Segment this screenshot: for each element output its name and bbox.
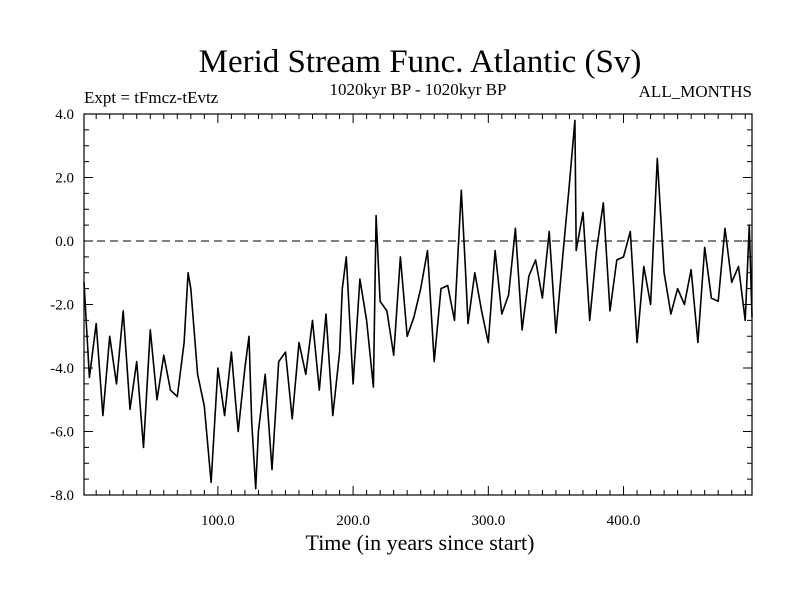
y-tick-label: 0.0 (55, 234, 74, 250)
time-range-label: 1020kyr BP - 1020kyr BP (330, 80, 507, 99)
x-tick-label: 200.0 (336, 513, 370, 529)
y-tick-label: -2.0 (50, 298, 74, 314)
x-tick-label: 400.0 (607, 513, 641, 529)
months-label: ALL_MONTHS (639, 82, 752, 101)
x-tick-label: 100.0 (201, 513, 235, 529)
experiment-label: Expt = tFmcz-tEvtz (84, 88, 219, 107)
y-tick-label: -8.0 (50, 488, 74, 504)
x-axis-label: Time (in years since start) (306, 530, 535, 555)
series-line (83, 119, 753, 490)
y-tick-label: 2.0 (55, 171, 74, 187)
y-tick-label: -6.0 (50, 425, 74, 441)
y-tick-label: -4.0 (50, 361, 74, 377)
chart-title: Merid Stream Func. Atlantic (Sv) (199, 44, 642, 80)
x-tick-label: 300.0 (471, 513, 505, 529)
plot-frame (83, 113, 753, 496)
y-tick-label: 4.0 (55, 107, 74, 123)
